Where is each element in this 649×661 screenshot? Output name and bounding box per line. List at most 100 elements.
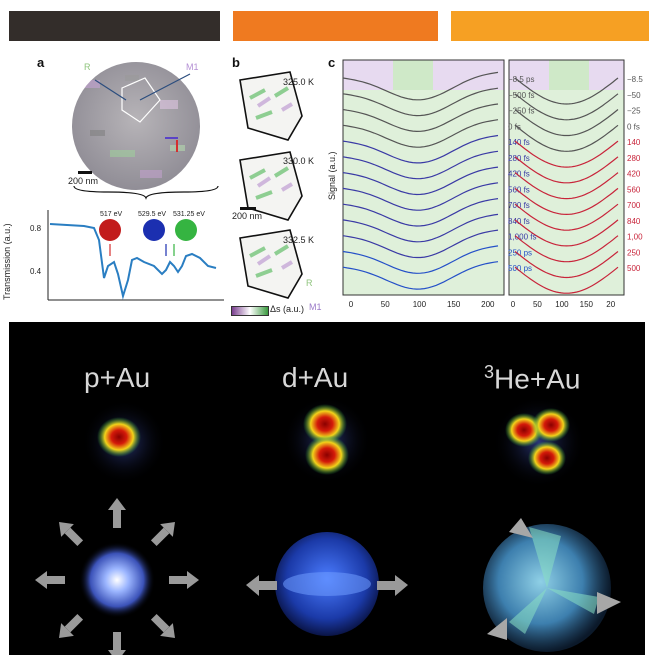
header-bar-amber [451,11,649,41]
header-bar-orange [233,11,438,41]
curve-label-right: 840 [627,217,641,226]
signal-curve-left [342,134,499,164]
curve-label-left: −250 fs [508,107,534,116]
colorbar [231,306,269,316]
signal-curve-left [342,198,499,227]
heatmap-dAu-bottom [305,435,349,475]
title-HeAu-target: +Au [529,363,581,395]
heatmap-pAu [97,417,141,457]
xtick-right: 0 [511,300,516,309]
xtick-left: 50 [381,300,390,309]
ytick-08: 0.8 [30,224,42,233]
marker-label-529: 529.5 eV [138,211,167,218]
title-HeAu-projectile: He [494,363,530,395]
signal-curve-right [514,140,619,168]
scalebar-line [78,171,92,174]
ytick-04: 0.4 [30,267,42,276]
signal-bg-1 [343,90,504,295]
disc-dAu [283,572,371,596]
title-pAu: p+Au [84,362,150,394]
ylabel-signal: Signal (a.u.) [327,151,337,200]
signal-curve-left [342,103,499,133]
spectrum-chart [47,210,224,301]
tri-arrows-HeAu [487,518,621,640]
signal-curve-right [514,187,619,216]
spectrum-line [49,223,217,300]
curve-label-right: −25 [627,107,641,116]
panel-a-label: a [37,55,45,70]
curve-label-left: −500 fs [508,91,534,100]
temp-label-1: 325.0 K [283,77,315,87]
signal-curve-left [342,261,499,290]
ylabel-transmission: Transmission (a.u.) [2,223,12,300]
curve-label-right: 420 [627,170,641,179]
signal-curve-right [514,77,619,105]
scalebar-b-label: 200 nm [232,211,263,221]
temp-label-2: 330.0 K [283,156,315,166]
curve-label-left: 560 fs [508,185,530,194]
signal-chart: −8.5 ps −8.5−500 fs −50−250 fs −250 fs 0 fs1… [342,59,643,309]
heatmap-HeAu-3 [528,441,566,475]
curve-label-right: 250 [627,248,641,257]
xtick-right: 50 [533,300,542,309]
xtick-left: 200 [481,300,495,309]
collision-graphics [35,396,621,655]
marker-531 [175,219,197,241]
signal-curve-right [514,251,619,279]
horizontal-arrows-dAu [246,575,408,596]
tri-blob-HeAu [509,527,599,634]
signal-curve-left [342,87,499,117]
curve-label-left: 420 fs [508,170,530,179]
signal-curve-right [514,219,619,247]
curve-label-left: 700 fs [508,201,530,210]
signal-curve-left [342,150,499,180]
sample-micrograph [72,62,200,190]
curve-label-right: 700 [627,201,641,210]
marker-label-517: 517 eV [100,211,123,218]
title-HeAu: 3He+Au [484,362,580,395]
signal-curve-right [514,124,619,152]
curve-label-right: 500 [627,264,641,273]
curve-label-left: 840 fs [508,217,530,226]
curve-label-right: 280 [627,154,641,163]
heatmap-dAu-top [303,404,347,444]
collision-panel: p+Au d+Au 3He+Au [9,322,645,655]
signal-bg-4 [509,90,624,295]
title-dAu: d+Au [282,362,348,394]
curve-label-left: 280 fs [508,154,530,163]
domain-maps [239,71,303,299]
mask-label-m1: M1 [186,62,199,72]
xtick-right: 100 [555,300,569,309]
curve-label-left: −8.5 ps [508,75,534,84]
scalebar-b-line [240,207,256,210]
signal-bg-5 [549,60,589,90]
mask-label-r: R [84,62,91,72]
curve-label-left: 0 fs [508,122,521,131]
mask-label-b-m1: M1 [309,302,322,312]
sphere-pAu [79,542,155,618]
marker-529 [143,219,165,241]
marker-label-531: 531.25 eV [173,211,205,218]
colorbar-label: Δs (a.u.) [270,304,305,314]
signal-curve-right [514,109,619,137]
heatmap-HeAu-2 [532,408,570,442]
radial-arrows-pAu [35,498,199,655]
heatmap-halo-HeAu [493,396,585,488]
signal-curve-left [342,166,499,196]
xtick-left: 0 [349,300,354,309]
curve-label-right: 140 [627,138,641,147]
curve-label-left: 500 ps [508,264,532,273]
signal-curve-left [342,229,499,259]
signal-curve-right [514,203,619,231]
signal-curve-right [514,93,619,121]
signal-curve-right [514,266,619,294]
curve-label-left: 140 fs [508,138,530,147]
signal-curve-right [514,235,619,263]
figure-panel-top: a R M1 200 nm Transmission [0,50,649,320]
panel-b-label: b [232,55,240,70]
temp-label-3: 332.5 K [283,235,315,245]
curve-label-right: 560 [627,185,641,194]
mask-label-b-r: R [306,278,313,288]
curve-label-left: 1,000 fs [508,233,536,242]
panel-c-label: c [328,55,336,70]
